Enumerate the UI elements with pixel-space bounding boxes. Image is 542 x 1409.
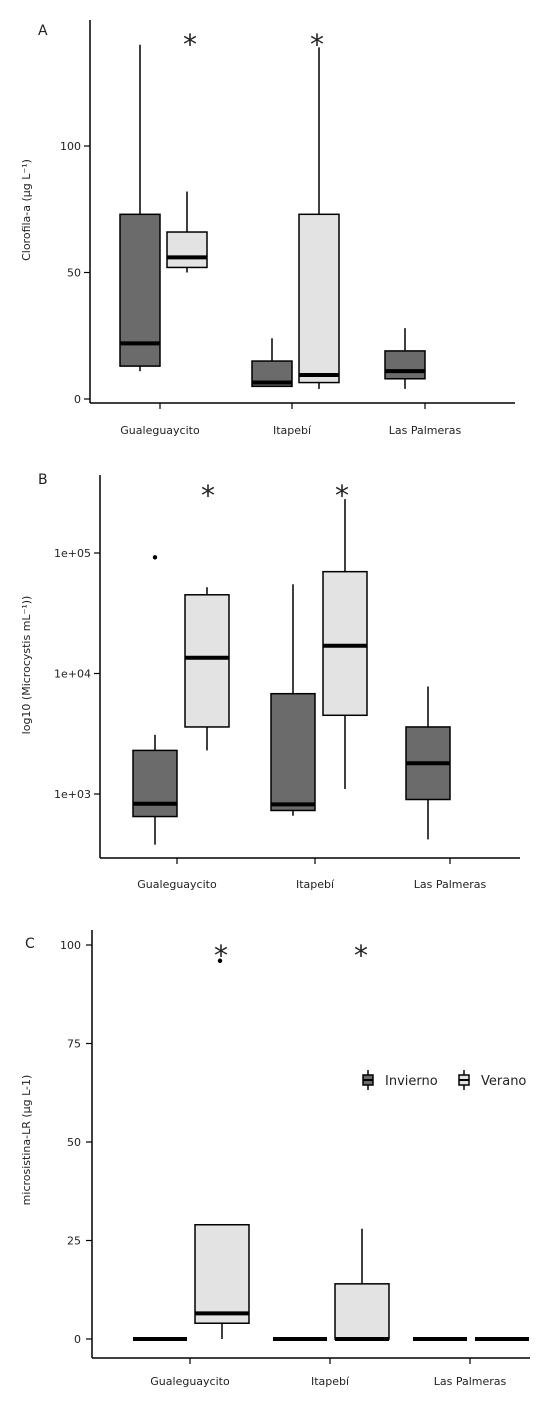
panel-a: A 0 50 100 Clorofila-a (µg L⁻¹) Gualeguaycito… (20, 20, 515, 437)
x-category-label: Gualeguaycito (120, 424, 200, 437)
y-tick-label: 50 (67, 1136, 81, 1149)
y-axis-title: Clorofila-a (µg L⁻¹) (20, 159, 33, 261)
panel-b: B 1e+03 1e+04 1e+05 log10 (Microcystis mL⁻¹)… (20, 472, 520, 891)
box-iqr (298, 213, 340, 384)
outlier-point (217, 958, 223, 963)
x-category-label: Itapebí (273, 424, 312, 437)
panel-letter: B (38, 472, 48, 488)
y-tick-label: 1e+04 (54, 668, 91, 681)
panel-letter: A (38, 23, 48, 39)
box-invierno-las-palmeras (384, 328, 426, 389)
legend-item-invierno: Invierno (362, 1070, 438, 1090)
x-category-label: Las Palmeras (389, 424, 462, 437)
box-iqr (184, 594, 230, 728)
box-invierno-las-palmeras (405, 686, 451, 840)
box-iqr (194, 1223, 250, 1324)
y-tick-label: 1e+03 (54, 788, 91, 801)
y-axis-title: log10 (Microcystis mL⁻¹)) (20, 596, 33, 735)
significance-asterisk: * (354, 939, 368, 972)
box-iqr (166, 231, 208, 269)
box-iqr (132, 749, 178, 818)
panel-letter: C (25, 936, 35, 952)
box-iqr (119, 213, 161, 367)
box-iqr (322, 570, 368, 717)
significance-asterisk: * (183, 28, 197, 61)
box-iqr (270, 692, 316, 812)
y-tick-label: 0 (74, 393, 81, 406)
box-invierno-gualeguaycito (119, 44, 161, 372)
y-tick-label: 0 (74, 1333, 81, 1346)
box-verano-itapebí (322, 499, 368, 790)
y-tick-label: 100 (60, 140, 81, 153)
box-iqr (334, 1283, 390, 1340)
legend-label: Invierno (385, 1074, 438, 1089)
box-verano-gualeguaycito (184, 587, 230, 751)
box-verano-itapebí (298, 47, 340, 389)
outlier-point (152, 555, 158, 560)
legend-item-verano: Verano (458, 1070, 526, 1090)
y-tick-label: 1e+05 (54, 547, 91, 560)
y-tick-label: 100 (60, 939, 81, 952)
box-verano-gualeguaycito (194, 958, 250, 1339)
y-tick-label: 25 (67, 1235, 81, 1248)
box-verano-gualeguaycito (166, 191, 208, 273)
legend: Invierno Verano (362, 1070, 526, 1090)
x-category-label: Las Palmeras (414, 878, 487, 891)
y-tick-label: 75 (67, 1038, 81, 1051)
box-iqr (384, 350, 426, 380)
x-category-label: Las Palmeras (434, 1375, 507, 1388)
box-invierno-gualeguaycito (132, 555, 178, 845)
box-invierno-itapebí (251, 338, 293, 388)
legend-label: Verano (481, 1074, 526, 1089)
significance-asterisk: * (310, 28, 324, 61)
panel-c: C 0 25 50 75 100 microsistina-LR (µg L-1) Guale… (20, 930, 530, 1388)
x-category-label: Itapebí (296, 878, 335, 891)
box-verano-itapebí (334, 1228, 390, 1341)
x-category-label: Gualeguaycito (150, 1375, 230, 1388)
y-axis-title: microsistina-LR (µg L-1) (20, 1075, 33, 1206)
x-category-label: Itapebí (311, 1375, 350, 1388)
significance-asterisk: * (335, 479, 349, 512)
y-tick-label: 50 (67, 267, 81, 280)
significance-asterisk: * (214, 939, 228, 972)
significance-asterisk: * (201, 479, 215, 512)
x-category-label: Gualeguaycito (137, 878, 217, 891)
box-invierno-itapebí (270, 584, 316, 816)
